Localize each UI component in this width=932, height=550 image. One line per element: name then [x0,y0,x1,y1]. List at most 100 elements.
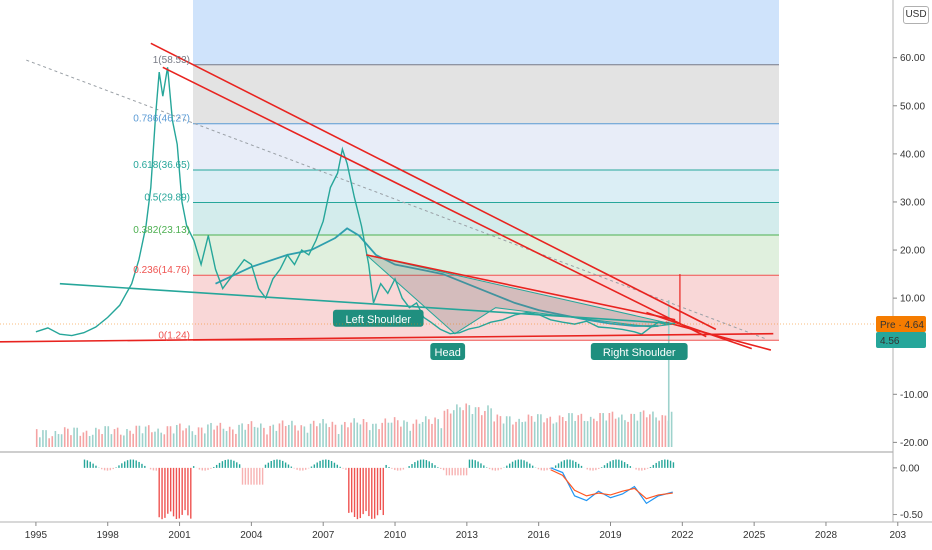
volume-bar [633,413,636,447]
volume-bar [362,419,365,447]
volume-bar [502,423,505,447]
macd-histogram-bar [256,467,258,485]
volume-bar [536,414,539,447]
volume-bar [104,426,106,447]
x-tick-label: 2004 [240,530,263,541]
volume-bar [126,429,128,447]
macd-histogram-bar [399,467,402,471]
volume-bar [132,433,134,447]
volume-bar [378,429,380,447]
fib-zone-fills [193,0,779,341]
macd-histogram-bar [299,467,301,471]
macd-histogram-bar [350,467,353,513]
macd-histogram-bar [471,459,474,468]
volume-bar [599,413,601,447]
macd-line [550,467,673,505]
volume-bar [406,421,408,447]
macd-histogram-bar [661,459,663,468]
macd-histogram-bar [520,459,522,468]
volume-bar [546,418,548,447]
macd-histogram-bar [580,465,583,468]
macd-histogram-bar [577,463,580,468]
macd-histogram-bar [646,467,649,469]
volume-bar [319,423,321,447]
volume-bar [477,407,480,447]
currency-button[interactable]: USD [903,6,929,24]
macd-histogram-bar [411,464,413,468]
volume-bar [434,417,436,447]
volume-bar [456,404,458,447]
volume-bar [272,424,275,447]
macd-histogram-bar [261,467,264,485]
macd-histogram-bar [626,464,629,468]
macd-histogram-bar [442,467,445,471]
macd-histogram-bar [641,467,643,471]
macd-histogram-bar [563,460,565,468]
volume-bar [54,430,57,447]
volume-bar [210,422,212,447]
macd-histogram-bar [615,459,617,468]
volume-bar [294,425,296,447]
macd-histogram-bar [612,460,614,468]
fib-label-0.618: 0.618(36.65) [133,160,190,171]
macd-histogram-bar [529,463,531,468]
volume-bar [608,413,611,447]
volume-bar [48,438,50,447]
volume-bar [440,428,443,447]
y-tick-label: 10.00 [900,294,925,305]
x-tick-label: 2016 [528,530,551,541]
fib-labels: 1(58.53) 0.786(46.27) 0.618(36.65) 0.5(29.8… [133,55,190,341]
macd-histogram-bar [101,467,103,470]
macd-histogram-bar [167,467,169,514]
volume-bar [384,418,387,447]
macd-histogram-bar [92,463,94,468]
macd-histogram-bar [566,459,568,468]
macd-histogram-bar [322,459,324,468]
trendline-1 [162,66,707,338]
volume-bar [113,429,116,447]
macd-histogram-bar [589,467,591,471]
macd-histogram-bar [440,467,442,469]
volume-bar [288,424,290,447]
volume-bar [263,427,265,447]
y-tick-label: -20.00 [900,438,929,449]
macd-histogram-bar [497,467,499,471]
macd-histogram-bar [434,465,436,468]
x-tick-label: 2028 [815,530,838,541]
volume-bar [322,418,324,447]
moving-average-line [215,227,659,327]
macd-histogram-bar [379,467,382,510]
macd-histogram-bar [460,467,462,476]
volume-bar [175,424,178,447]
macd-histogram-bar [494,467,497,471]
volume-bar [147,425,150,447]
macd-histogram-bar [531,465,534,468]
volume-bar [216,425,219,447]
volume-bar [316,426,318,447]
volume-bar [549,416,552,447]
macd-y-tick-label: 0.00 [900,463,920,474]
x-tick-label: 1995 [25,530,48,541]
macd-histogram-bar [164,467,166,518]
volume-bar [57,434,60,447]
macd-histogram-bar [394,467,396,471]
volume-bar [428,419,430,447]
macd-histogram-bar [560,461,563,468]
macd-histogram-bar [207,467,209,471]
macd-histogram-bar [124,461,126,468]
macd-histogram-bar [672,462,675,468]
macd-histogram-bar [623,462,626,468]
volume-bar [35,429,38,447]
fib-zone-0.236 [193,275,779,341]
macd-histogram-bar [327,459,330,468]
macd-pane [0,451,893,520]
volume-bar [443,410,446,447]
macd-histogram-bar [644,467,646,471]
volume-bar [356,422,359,447]
macd-histogram-bar [109,467,112,471]
volume-bar [123,435,125,447]
volume-bar [98,429,100,447]
volume-bar [312,420,315,447]
volume-bar [658,420,660,447]
